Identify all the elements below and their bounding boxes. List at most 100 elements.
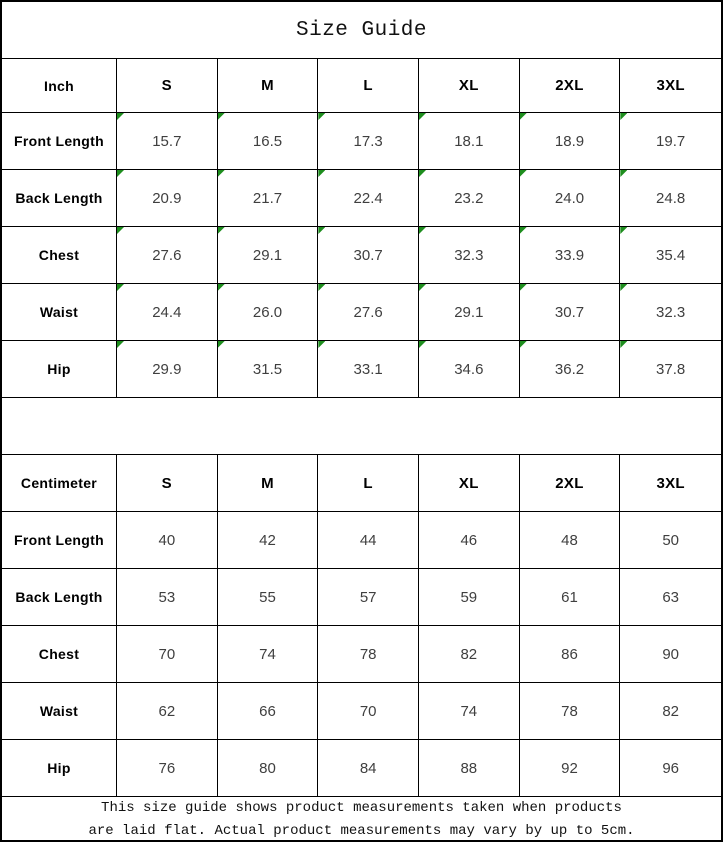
value-text: 35.4: [656, 246, 686, 264]
value-text: 18.1: [454, 132, 484, 150]
corner-flag-icon: [519, 341, 527, 348]
value-text: 24.0: [554, 189, 585, 207]
corner-flag-icon: [620, 341, 628, 348]
value-cell: 36.2: [519, 341, 621, 397]
value-text: 30.7: [353, 246, 383, 264]
inch-table: Inch S M L XL 2XL 3XL Front Length 15.7 16.5 17.3 1…: [2, 58, 721, 397]
measurement-row: Chest 27.6 29.1 30.7 32.3 33.9 35.4: [2, 226, 721, 283]
value-text: 27.6: [152, 246, 182, 264]
size-header-row: Centimeter S M L XL 2XL 3XL: [2, 454, 721, 511]
value-text: 32.3: [656, 303, 686, 321]
value-cell: 40: [117, 512, 218, 568]
value-text: 86: [561, 645, 578, 663]
value-text: 59: [460, 588, 478, 606]
value-text: 44: [359, 531, 377, 549]
footer-row: This size guide shows product measuremen…: [2, 796, 721, 843]
value-text: 57: [359, 588, 377, 606]
size-header-cell: M: [218, 455, 319, 511]
measure-label-cell: Front Length: [2, 512, 117, 568]
corner-flag-icon: [418, 341, 426, 348]
value-text: 36.2: [554, 360, 585, 378]
value-cell: 16.5: [217, 113, 319, 169]
value-text: 74: [259, 645, 276, 663]
corner-flag-icon: [217, 227, 225, 234]
value-cell: 15.7: [117, 113, 218, 169]
value-cell: 31.5: [217, 341, 319, 397]
value-text: 32.3: [454, 246, 484, 264]
size-header-cell: 3XL: [656, 77, 685, 94]
value-cell: 23.2: [418, 170, 520, 226]
value-text: 74: [460, 702, 478, 720]
corner-flag-icon: [519, 113, 527, 120]
value-cell: 50: [620, 512, 721, 568]
value-text: 53: [158, 588, 176, 606]
value-cell: 55: [218, 569, 319, 625]
value-text: 90: [662, 645, 679, 663]
measurement-row: Waist 24.4 26.0 27.6 29.1 30.7 32.3: [2, 283, 721, 340]
spacer-cell: [2, 398, 721, 454]
spacer-row: [2, 397, 721, 454]
corner-flag-icon: [217, 341, 225, 348]
title-row: Size Guide: [2, 2, 721, 58]
value-text: 21.7: [252, 189, 283, 207]
value-cell: 63: [620, 569, 721, 625]
value-text: 40: [158, 531, 176, 549]
value-text: 76: [158, 759, 176, 777]
measure-label-cell: Back Length: [2, 569, 117, 625]
value-text: 37.8: [656, 360, 686, 378]
corner-flag-icon: [519, 227, 527, 234]
corner-flag-icon: [318, 341, 326, 348]
value-cell: 29.1: [217, 227, 319, 283]
page-title: Size Guide: [295, 18, 428, 42]
value-cell: 33.9: [519, 227, 621, 283]
measurement-row: Front Length 15.7 16.5 17.3 18.1 18.9 19.7: [2, 112, 721, 169]
size-header-cell: 2XL: [520, 455, 621, 511]
value-cell: 78: [318, 626, 419, 682]
corner-flag-icon: [318, 170, 326, 177]
corner-flag-icon: [217, 113, 225, 120]
corner-flag-icon: [318, 227, 326, 234]
measure-label-cell: Back Length: [2, 170, 117, 226]
value-text: 20.9: [152, 189, 182, 207]
corner-flag-icon: [217, 170, 225, 177]
footer-note: This size guide shows product measuremen…: [2, 797, 721, 843]
value-text: 78: [561, 702, 578, 720]
corner-flag-icon: [117, 227, 124, 234]
value-text: 29.9: [152, 360, 182, 378]
value-cell: 24.4: [117, 284, 218, 340]
value-cell: 32.3: [418, 227, 520, 283]
value-cell: 42: [218, 512, 319, 568]
size-header-cell: XL: [419, 59, 520, 112]
corner-flag-icon: [620, 227, 628, 234]
value-cell: 70: [318, 683, 419, 739]
corner-flag-icon: [318, 284, 326, 291]
value-text: 62: [158, 702, 176, 720]
size-header-row: Inch S M L XL 2XL 3XL: [2, 58, 721, 112]
value-text: 50: [662, 531, 679, 549]
corner-flag-icon: [519, 170, 527, 177]
value-cell: 26.0: [217, 284, 319, 340]
value-cell: 37.8: [620, 341, 721, 397]
value-cell: 24.0: [519, 170, 621, 226]
value-text: 31.5: [252, 360, 283, 378]
value-text: 78: [359, 645, 377, 663]
value-cell: 17.3: [318, 113, 419, 169]
value-cell: 92: [520, 740, 621, 796]
value-cell: 24.8: [620, 170, 721, 226]
value-cell: 20.9: [117, 170, 218, 226]
value-text: 82: [662, 702, 679, 720]
value-cell: 34.6: [418, 341, 520, 397]
value-cell: 30.7: [519, 284, 621, 340]
value-text: 26.0: [252, 303, 283, 321]
value-cell: 80: [218, 740, 319, 796]
value-cell: 61: [520, 569, 621, 625]
value-text: 55: [259, 588, 276, 606]
corner-flag-icon: [418, 113, 426, 120]
value-cell: 46: [419, 512, 520, 568]
value-text: 33.1: [353, 360, 383, 378]
value-cell: 22.4: [318, 170, 419, 226]
value-text: 46: [460, 531, 478, 549]
measurement-row: Chest 70 74 78 82 86 90: [2, 625, 721, 682]
value-cell: 74: [218, 626, 319, 682]
